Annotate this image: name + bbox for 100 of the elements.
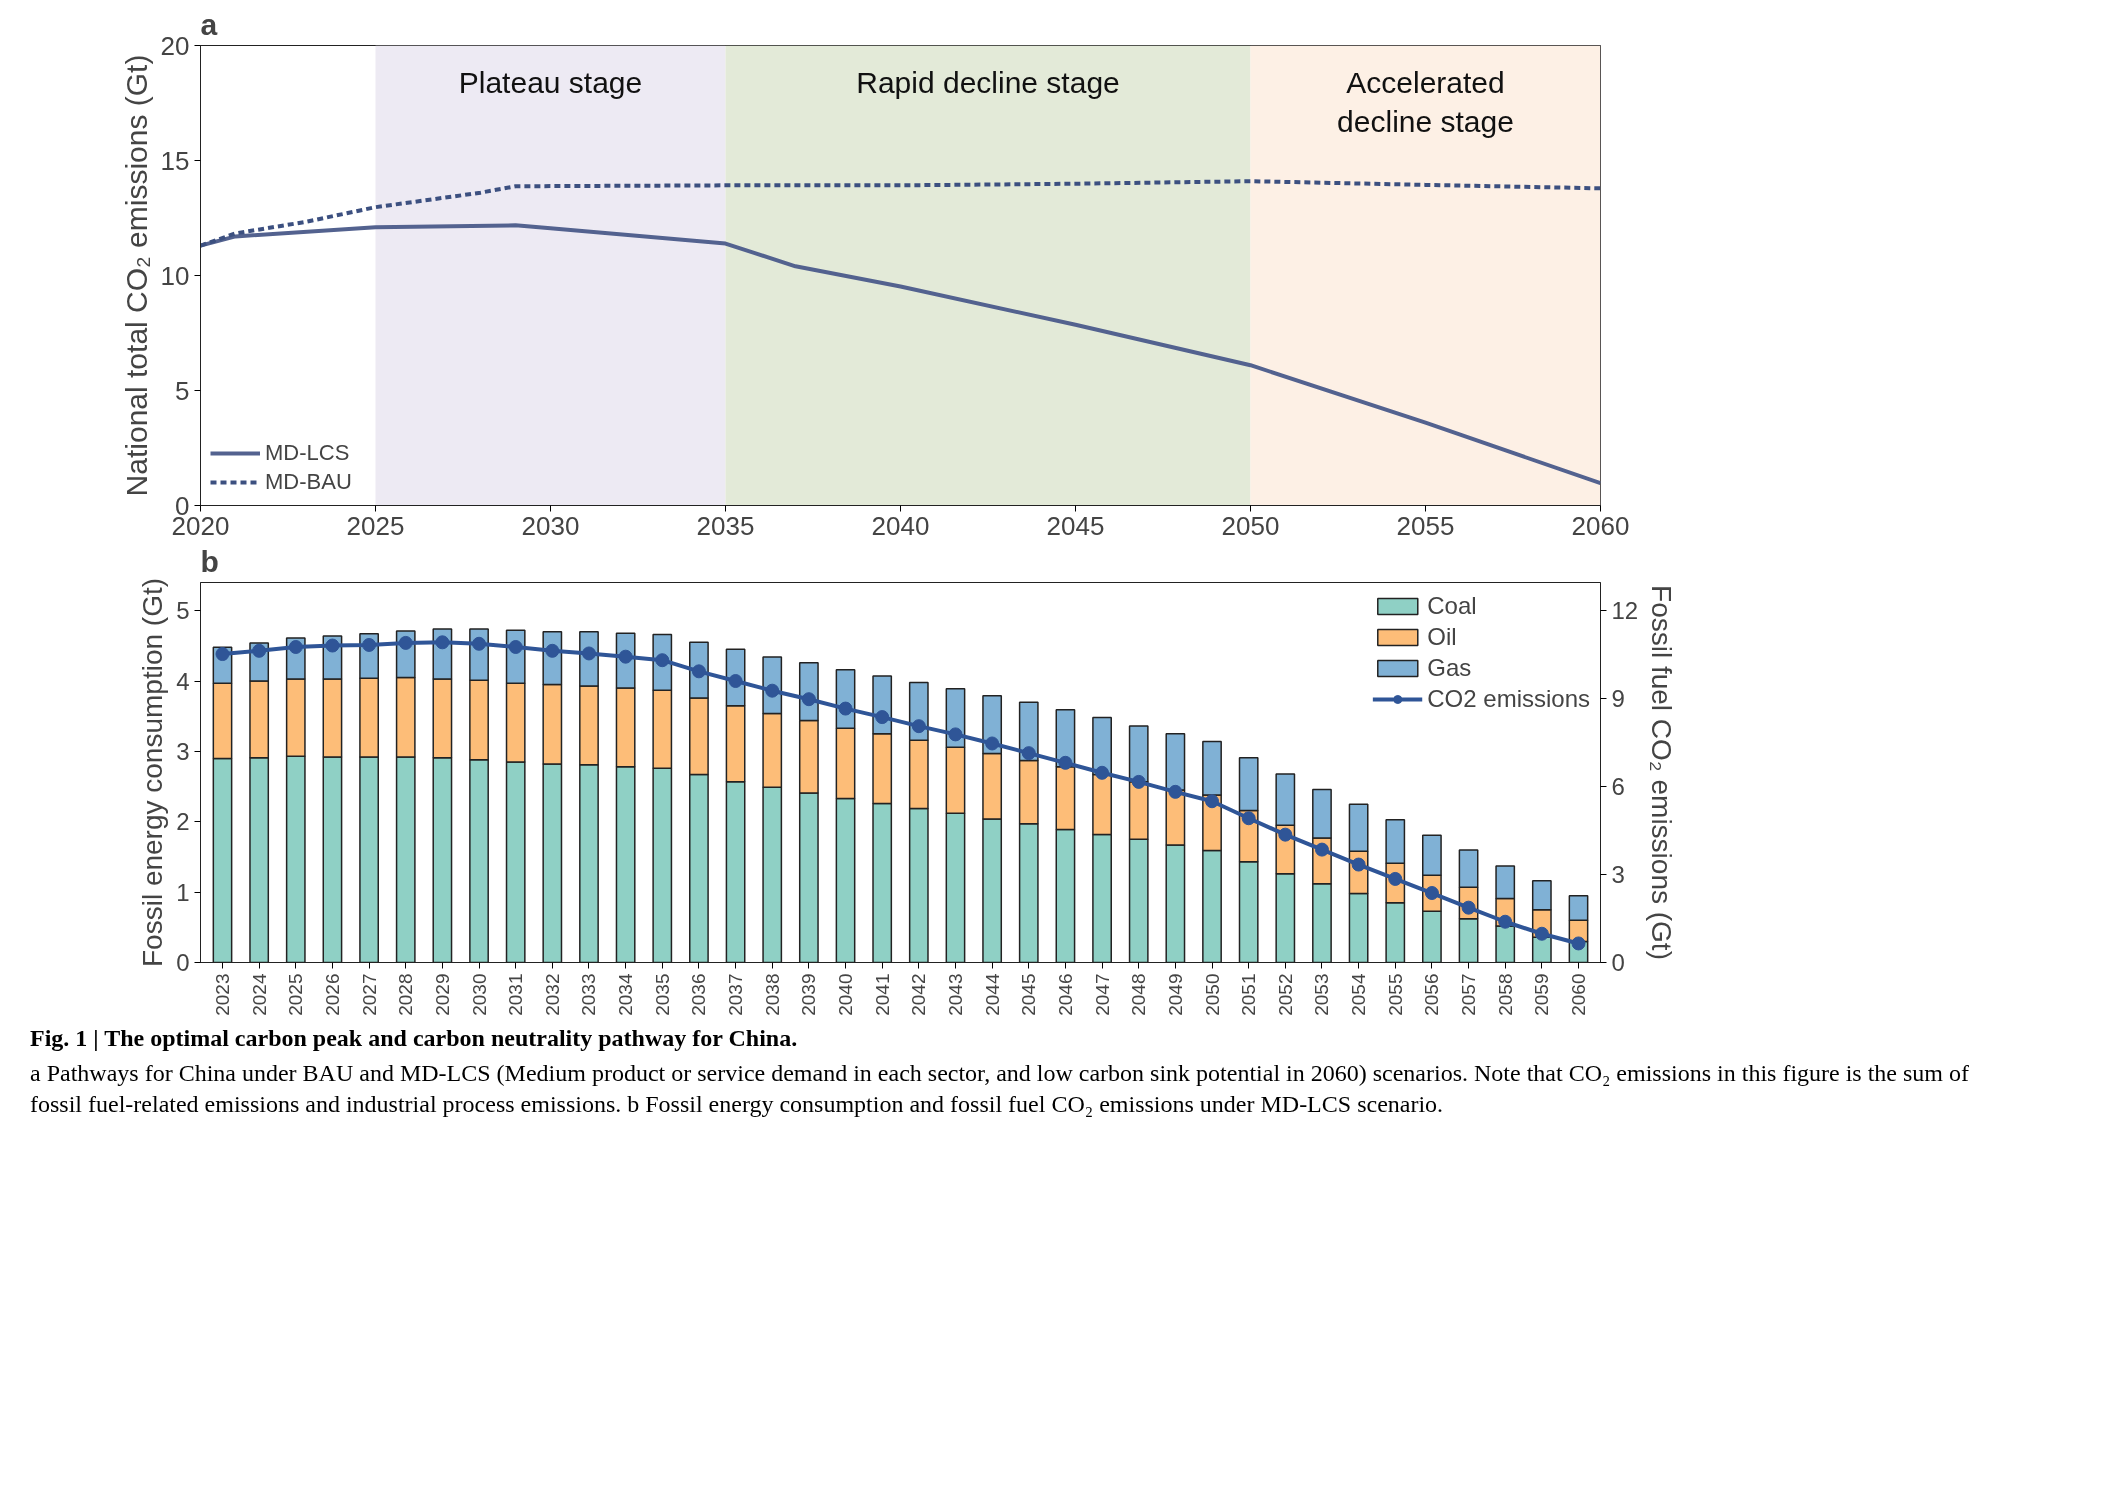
y2-tick-label: 12 — [1611, 597, 1639, 625]
band-label: Rapid decline stage — [856, 65, 1120, 99]
y-tick-label: 3 — [176, 737, 190, 765]
x-tick-label: 2040 — [871, 510, 930, 541]
y2-axis-title: Fossil fuel CO₂ emissions (Gt) — [1646, 585, 1678, 960]
point — [508, 640, 523, 654]
point — [1498, 914, 1513, 929]
point — [398, 635, 413, 650]
x-tick-label: 2025 — [285, 973, 307, 1016]
legend-label: MD-LCS — [265, 440, 350, 466]
y-tick-label: 5 — [176, 597, 190, 625]
x-tick-label: 2043 — [944, 973, 966, 1016]
y-axis-title: Fossil energy consumption (Gt) — [137, 577, 169, 968]
point — [252, 643, 267, 658]
x-tick-label: 2049 — [1164, 973, 1186, 1016]
band-label: Plateau stage — [458, 65, 643, 99]
x-tick-label: 2047 — [1091, 973, 1113, 1016]
y-tick-label: 15 — [160, 145, 190, 176]
x-tick-label: 2050 — [1201, 973, 1223, 1016]
bar — [1128, 725, 1149, 783]
x-tick-label: 2024 — [248, 973, 270, 1016]
x-tick-label: 2026 — [321, 973, 343, 1016]
x-tick-label: 2041 — [871, 973, 893, 1016]
y2-tick-label: 9 — [1611, 685, 1625, 713]
point — [985, 736, 1000, 751]
legend-label: CO2 emissions — [1427, 685, 1590, 713]
y-tick-label: 5 — [175, 375, 190, 406]
x-tick-label: 2023 — [211, 973, 233, 1016]
legend-label: Gas — [1427, 654, 1472, 682]
x-tick-label: 2045 — [1046, 510, 1105, 541]
x-tick-label: 2054 — [1348, 973, 1370, 1016]
x-tick-label: 2033 — [578, 973, 600, 1016]
y-tick-label: 1 — [176, 878, 190, 906]
x-tick-label: 2053 — [1311, 973, 1333, 1016]
x-tick-label: 2046 — [1054, 973, 1076, 1016]
x-tick-label: 2035 — [696, 510, 755, 541]
point — [472, 636, 487, 651]
x-tick-label: 2048 — [1128, 973, 1150, 1016]
x-tick-label: 2052 — [1274, 973, 1296, 1016]
x-tick-label: 2036 — [688, 973, 710, 1016]
y-axis-title: National total CO₂ emissions (Gt) — [119, 54, 153, 497]
x-tick-label: 2034 — [615, 973, 637, 1016]
text: a Pathways for China under BAU and MD-LCS (Medium product or service demand in each sector, and low carbon sink potential in 2060) scenarios. Note that CO₂ emissions in this figure is the sum of fossil fuel-related emissions and industrial process emissions. b Fossil energy consumption and fossil fuel CO₂ emissions under MD-LCS scenario. — [30, 1059, 1971, 1120]
point — [1205, 794, 1220, 809]
y-tick-label: 4 — [176, 667, 190, 695]
x-tick-label: 2056 — [1421, 973, 1443, 1016]
y-tick-label: 20 — [160, 30, 190, 61]
x-tick-label: 2055 — [1396, 510, 1455, 541]
x-tick-label: 2058 — [1494, 973, 1516, 1016]
x-tick-label: 2029 — [431, 973, 453, 1016]
y-tick-label: 10 — [160, 260, 190, 291]
point — [1095, 765, 1110, 780]
legend-label: Oil — [1427, 623, 1457, 651]
x-tick-label: 2028 — [395, 973, 417, 1016]
point — [875, 710, 890, 725]
x-tick-label: 2042 — [908, 973, 930, 1016]
y2-tick-label: 3 — [1611, 861, 1625, 889]
point — [545, 643, 560, 658]
x-tick-label: 2038 — [761, 973, 783, 1016]
y2-tick-label: 0 — [1611, 949, 1625, 976]
x-tick-label: 2055 — [1384, 973, 1406, 1016]
point — [1168, 784, 1183, 799]
point — [1534, 926, 1549, 941]
y2-tick-label: 6 — [1611, 773, 1625, 801]
x-tick-label: 2027 — [358, 973, 380, 1016]
x-tick-label: 2059 — [1531, 973, 1553, 1016]
x-tick-label: 2025 — [346, 510, 405, 541]
point — [1241, 811, 1256, 826]
x-tick-label: 2030 — [468, 973, 490, 1016]
x-tick-label: 2060 — [1568, 973, 1590, 1016]
x-tick-label: 2044 — [981, 973, 1003, 1016]
caption: Fig. 1 | The optimal carbon peak and carbon neutrality pathway for China. — [30, 1024, 799, 1053]
x-tick-label: 2057 — [1458, 973, 1480, 1016]
x-tick-label: 2051 — [1238, 973, 1260, 1016]
x-tick-label: 2045 — [1018, 973, 1040, 1016]
point — [838, 701, 853, 716]
legend-label: Coal — [1427, 592, 1477, 620]
band-label: Accelerated decline stage — [1337, 65, 1514, 139]
x-tick-label: 2032 — [541, 973, 563, 1016]
x-tick-label: 2039 — [798, 973, 820, 1016]
x-tick-label: 2030 — [521, 510, 580, 541]
point — [325, 638, 340, 653]
point — [911, 719, 926, 734]
point — [1314, 842, 1329, 857]
point — [215, 647, 230, 662]
point — [362, 637, 377, 652]
point — [948, 727, 963, 742]
chart-title: a — [200, 7, 218, 41]
point — [435, 635, 450, 650]
x-tick-label: 2040 — [835, 973, 857, 1016]
legend-label: MD-BAU — [265, 469, 352, 495]
y-tick-label: 2 — [176, 808, 190, 836]
point — [1351, 857, 1366, 872]
point — [1131, 774, 1146, 789]
y-tick-label: 0 — [176, 949, 190, 976]
point — [288, 640, 303, 654]
point — [1278, 827, 1293, 842]
x-tick-label: 2060 — [1571, 510, 1630, 541]
x-tick-label: 2031 — [505, 973, 527, 1016]
point — [1571, 936, 1586, 951]
